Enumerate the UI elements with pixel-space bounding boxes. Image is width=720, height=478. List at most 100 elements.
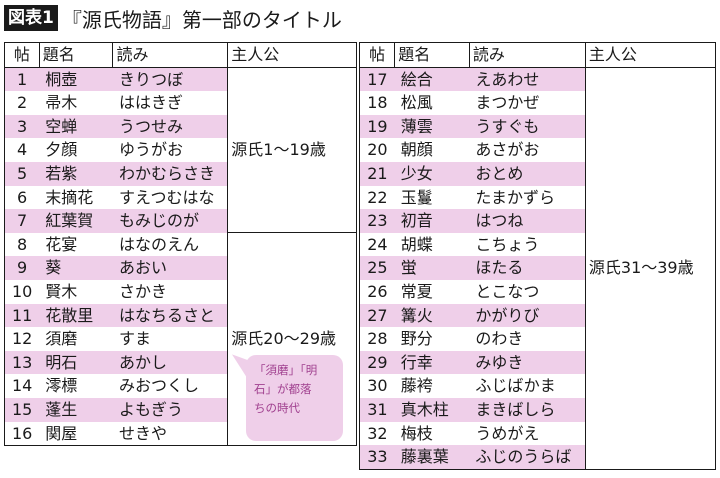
chapter-title: 常夏	[400, 281, 433, 301]
chapter-title: 玉鬘	[400, 187, 433, 207]
chapter-reading: ゆうがお	[118, 140, 183, 160]
chapter-title: 賢木	[45, 281, 78, 301]
table-row: 26 常夏 とこなつ	[358, 279, 716, 304]
chapter-number: 7	[4, 209, 40, 233]
header-hero: 主人公	[584, 42, 717, 68]
chapter-title: 蛍	[394, 256, 470, 280]
table-row: 12 須磨 すま	[4, 327, 357, 351]
chapters-table-left: 帖 題名 読み 主人公 1 桐壺 きりつぼ 源氏1〜19歳 2 帚木 ははきぎ 3 空蝉 うつせみ…	[4, 42, 357, 447]
chapter-title: 澪標	[45, 376, 78, 396]
chapter-title: 篝火	[394, 303, 470, 328]
chapter-title: 葵	[39, 256, 113, 280]
table-row: 2 帚木 ははきぎ	[4, 91, 357, 115]
chapter-reading: はつね	[469, 209, 586, 233]
chapter-title: 空蝉	[39, 114, 113, 139]
chapter-number: 2	[4, 91, 40, 115]
chapter-number: 32	[358, 421, 395, 446]
chapter-title: 花宴	[45, 234, 78, 254]
table-row: 7 紅葉賀 もみじのが	[4, 209, 357, 233]
chapter-reading: あおい	[112, 256, 228, 280]
callout-bubble: 「須磨」「明 石」が都落 ちの時代	[246, 355, 343, 441]
table-row: 31 真木柱 まきばしら	[358, 397, 716, 422]
chapter-number: 24	[358, 232, 395, 257]
chapter-number: 11	[4, 303, 40, 328]
chapter-number: 22	[358, 185, 395, 210]
chapter-number: 12	[4, 327, 40, 351]
chapter-number: 29	[358, 350, 395, 375]
chapter-reading: すま	[118, 329, 151, 349]
chapter-title: 梅枝	[400, 423, 433, 443]
chapter-title: 初音	[394, 209, 470, 233]
table-row: 23 初音 はつね	[358, 209, 716, 233]
table-row: 6 末摘花 すえつむはな	[4, 185, 357, 210]
chapter-number: 19	[358, 114, 395, 139]
chapter-title: 藤袴	[400, 376, 433, 396]
chapter-reading: こちょう	[475, 234, 540, 254]
callout-line: 「須磨」「明	[254, 363, 318, 377]
callout-line: ちの時代	[254, 401, 300, 415]
chapter-reading: すえつむはな	[118, 187, 215, 207]
chapter-reading: みゆき	[469, 350, 586, 375]
chapter-number: 6	[4, 185, 40, 210]
chapter-title: 桐壺	[39, 67, 113, 92]
chapter-reading: うつせみ	[112, 114, 228, 139]
table-row: 4 夕顔 ゆうがお	[4, 138, 357, 162]
chapter-reading: さかき	[118, 281, 167, 301]
table-header-row: 帖 題名 読み 主人公	[358, 42, 717, 68]
header-name: 題名	[38, 42, 114, 68]
chapter-reading: ほたる	[469, 256, 586, 280]
table-row: 5 若紫 わかむらさき	[4, 161, 357, 186]
chapter-title: 須磨	[45, 329, 78, 349]
chapter-number: 5	[4, 161, 40, 186]
table-row: 8 花宴 はなのえん 源氏20〜29歳	[4, 232, 357, 447]
chapter-reading: はなちるさと	[112, 303, 228, 328]
table-row: 3 空蝉 うつせみ	[4, 114, 357, 139]
chapters-table-right: 帖 題名 読み 主人公 17 絵合 えあわせ 源氏31〜39歳 18 松風 まつかぜ 19 薄雲…	[358, 42, 717, 470]
chapter-number: 28	[358, 327, 395, 351]
header-yomi: 読み	[112, 42, 229, 68]
chapter-reading: あかし	[112, 350, 228, 375]
header-hero: 主人公	[227, 42, 357, 68]
table-row: 17 絵合 えあわせ 源氏31〜39歳	[358, 66, 717, 470]
chapter-number: 33	[358, 445, 395, 470]
chapter-reading: せきや	[118, 423, 167, 443]
chapter-number: 15	[4, 397, 40, 422]
chapter-number: 18	[358, 91, 395, 115]
chapter-title: 帚木	[45, 93, 78, 113]
callout-line: 石」が都落	[254, 382, 312, 396]
header-num: 帖	[4, 42, 40, 68]
table-row: 33 藤裏葉 ふじのうらば	[358, 445, 716, 470]
chapter-number: 23	[358, 209, 395, 233]
figure-title-text: 『源氏物語』第一部のタイトル	[61, 7, 342, 32]
chapter-reading: えあわせ	[469, 67, 586, 92]
chapter-reading: みおつくし	[118, 376, 199, 396]
table-row: 28 野分 のわき	[358, 327, 716, 351]
chapter-reading: まつかぜ	[475, 93, 540, 113]
chapter-number: 3	[4, 114, 40, 139]
chapter-reading: とこなつ	[475, 281, 540, 301]
chapter-title: 蓬生	[39, 397, 113, 422]
chapter-reading: うすぐも	[469, 114, 586, 139]
table-row: 18 松風 まつかぜ	[358, 91, 716, 115]
table-header-row: 帖 題名 読み 主人公	[4, 42, 357, 68]
chapter-number: 20	[358, 138, 395, 162]
table-row: 21 少女 おとめ	[358, 161, 716, 186]
chapter-number: 13	[4, 350, 40, 375]
chapter-number: 26	[358, 279, 395, 304]
chapter-reading: わかむらさき	[112, 161, 228, 186]
chapter-reading: ははきぎ	[118, 93, 183, 113]
chapter-title: 若紫	[39, 161, 113, 186]
chapter-title: 野分	[400, 329, 433, 349]
chapter-reading: うめがえ	[475, 423, 540, 443]
chapter-reading: ふじばかま	[475, 376, 556, 396]
table-row: 25 蛍ほたる	[358, 256, 716, 280]
chapter-reading: のわき	[475, 329, 524, 349]
chapter-title: 松風	[400, 93, 433, 113]
chapter-title: 少女	[394, 161, 470, 186]
chapter-number: 21	[358, 161, 395, 186]
chapter-reading: かがりび	[469, 303, 586, 328]
chapter-reading: ふじのうらば	[469, 445, 586, 470]
chapter-reading: まきばしら	[469, 397, 586, 422]
table-row: 10 賢木 さかき	[4, 279, 357, 304]
table-row: 14 澪標 みおつくし	[4, 374, 357, 398]
